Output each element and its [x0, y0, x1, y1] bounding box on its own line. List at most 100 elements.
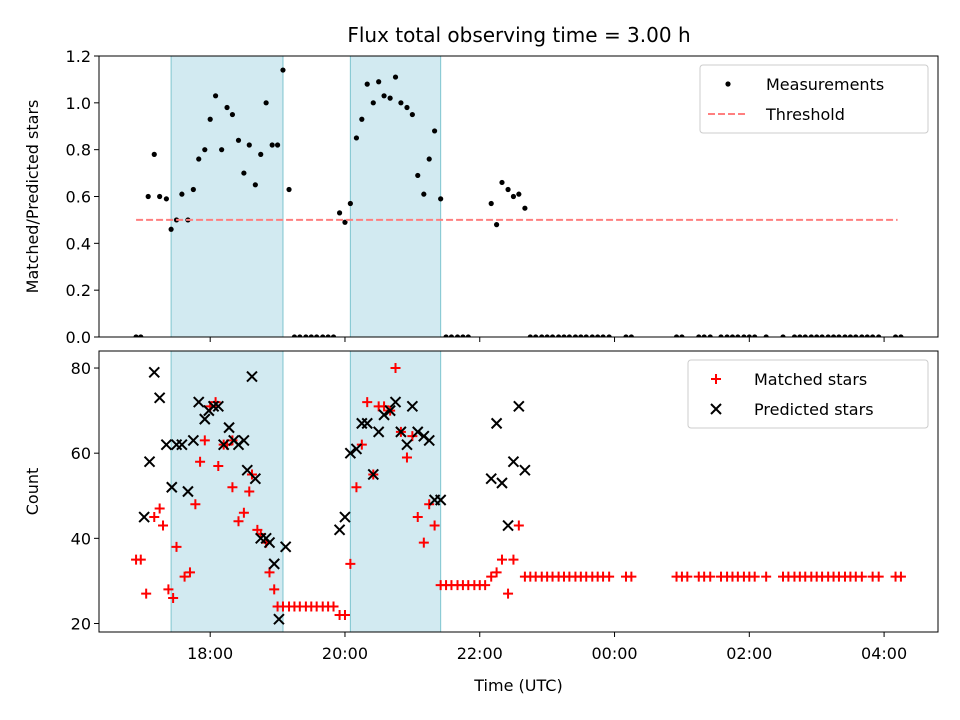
data-point [870, 334, 876, 337]
data-point [370, 100, 376, 106]
data-point [219, 147, 225, 153]
data-point [249, 473, 262, 485]
data-point [493, 222, 500, 228]
data-point [168, 592, 179, 603]
data-point [438, 196, 444, 202]
data-point [566, 334, 572, 337]
data-point [233, 516, 244, 527]
data-point [376, 79, 382, 85]
data-point [749, 571, 760, 582]
data-point [415, 172, 421, 179]
data-point [359, 116, 365, 122]
observing-window [170, 55, 284, 338]
data-point [361, 417, 373, 430]
data-point [291, 334, 298, 337]
data-point [555, 334, 562, 337]
data-point [696, 334, 702, 337]
data-point [533, 334, 539, 337]
data-point [718, 334, 724, 337]
data-point [856, 571, 867, 582]
data-point [246, 370, 258, 383]
data-point [735, 334, 741, 337]
x-tick-label: 02:00 [726, 644, 772, 663]
x-tick-label: 00:00 [591, 644, 637, 663]
data-point [426, 156, 432, 162]
data-point [465, 334, 471, 337]
data-point [549, 334, 556, 337]
data-point [606, 334, 612, 337]
data-point [224, 104, 230, 111]
data-point [409, 111, 415, 118]
data-point [519, 464, 531, 476]
legend-marker [711, 374, 721, 384]
legend: Matched stars Predicted stars [687, 359, 929, 429]
data-point [682, 571, 693, 582]
data-point [223, 421, 235, 434]
data-point [154, 503, 165, 514]
data-point [401, 438, 413, 451]
data-point [353, 135, 360, 141]
data-point [229, 111, 236, 118]
data-point [351, 482, 362, 493]
data-point [263, 100, 269, 106]
data-point [269, 142, 275, 148]
data-point [679, 334, 685, 337]
data-point [241, 170, 247, 176]
data-point [160, 438, 173, 451]
data-point [379, 401, 390, 412]
data-point [488, 200, 494, 207]
data-point [423, 434, 435, 447]
data-point [864, 334, 870, 337]
data-point [339, 609, 350, 620]
data-point [544, 334, 550, 337]
data-point [819, 334, 825, 337]
data-point [825, 334, 831, 337]
data-point [522, 205, 528, 211]
data-point [217, 438, 230, 451]
data-point [814, 334, 820, 337]
data-point [513, 400, 525, 413]
data-point [729, 334, 736, 337]
data-point [389, 396, 402, 408]
data-point [508, 554, 519, 565]
data-point [898, 334, 904, 337]
data-point [876, 334, 882, 337]
data-point [443, 334, 449, 337]
data-point [364, 81, 370, 87]
data-point [491, 567, 502, 578]
data-point [280, 67, 286, 73]
data-point [746, 334, 752, 337]
data-point [761, 571, 772, 582]
data-point [404, 104, 410, 111]
data-point [705, 571, 716, 582]
data-point [184, 567, 195, 578]
x-tick-label: 20:00 [322, 644, 368, 663]
data-point [395, 426, 407, 438]
data-point [163, 584, 174, 595]
data-point [195, 456, 206, 467]
data-point [166, 481, 178, 493]
data-point [503, 588, 514, 599]
data-point [398, 100, 404, 106]
data-point [502, 519, 514, 532]
x-tick-label: 22:00 [457, 644, 503, 663]
data-point [328, 601, 339, 612]
data-point [460, 334, 466, 337]
data-point [193, 396, 205, 408]
data-point [308, 334, 314, 337]
data-point [196, 156, 202, 162]
data-point [135, 554, 146, 565]
y-tick-label: 0.4 [66, 234, 91, 253]
data-point [516, 191, 522, 197]
data-point [149, 512, 160, 523]
data-point [163, 196, 169, 202]
data-point [873, 571, 884, 582]
data-point [527, 334, 533, 337]
data-point [763, 334, 769, 337]
data-point [836, 334, 842, 337]
data-point [507, 455, 520, 468]
data-point [252, 182, 258, 188]
data-point [381, 93, 387, 99]
data-point [499, 179, 505, 186]
